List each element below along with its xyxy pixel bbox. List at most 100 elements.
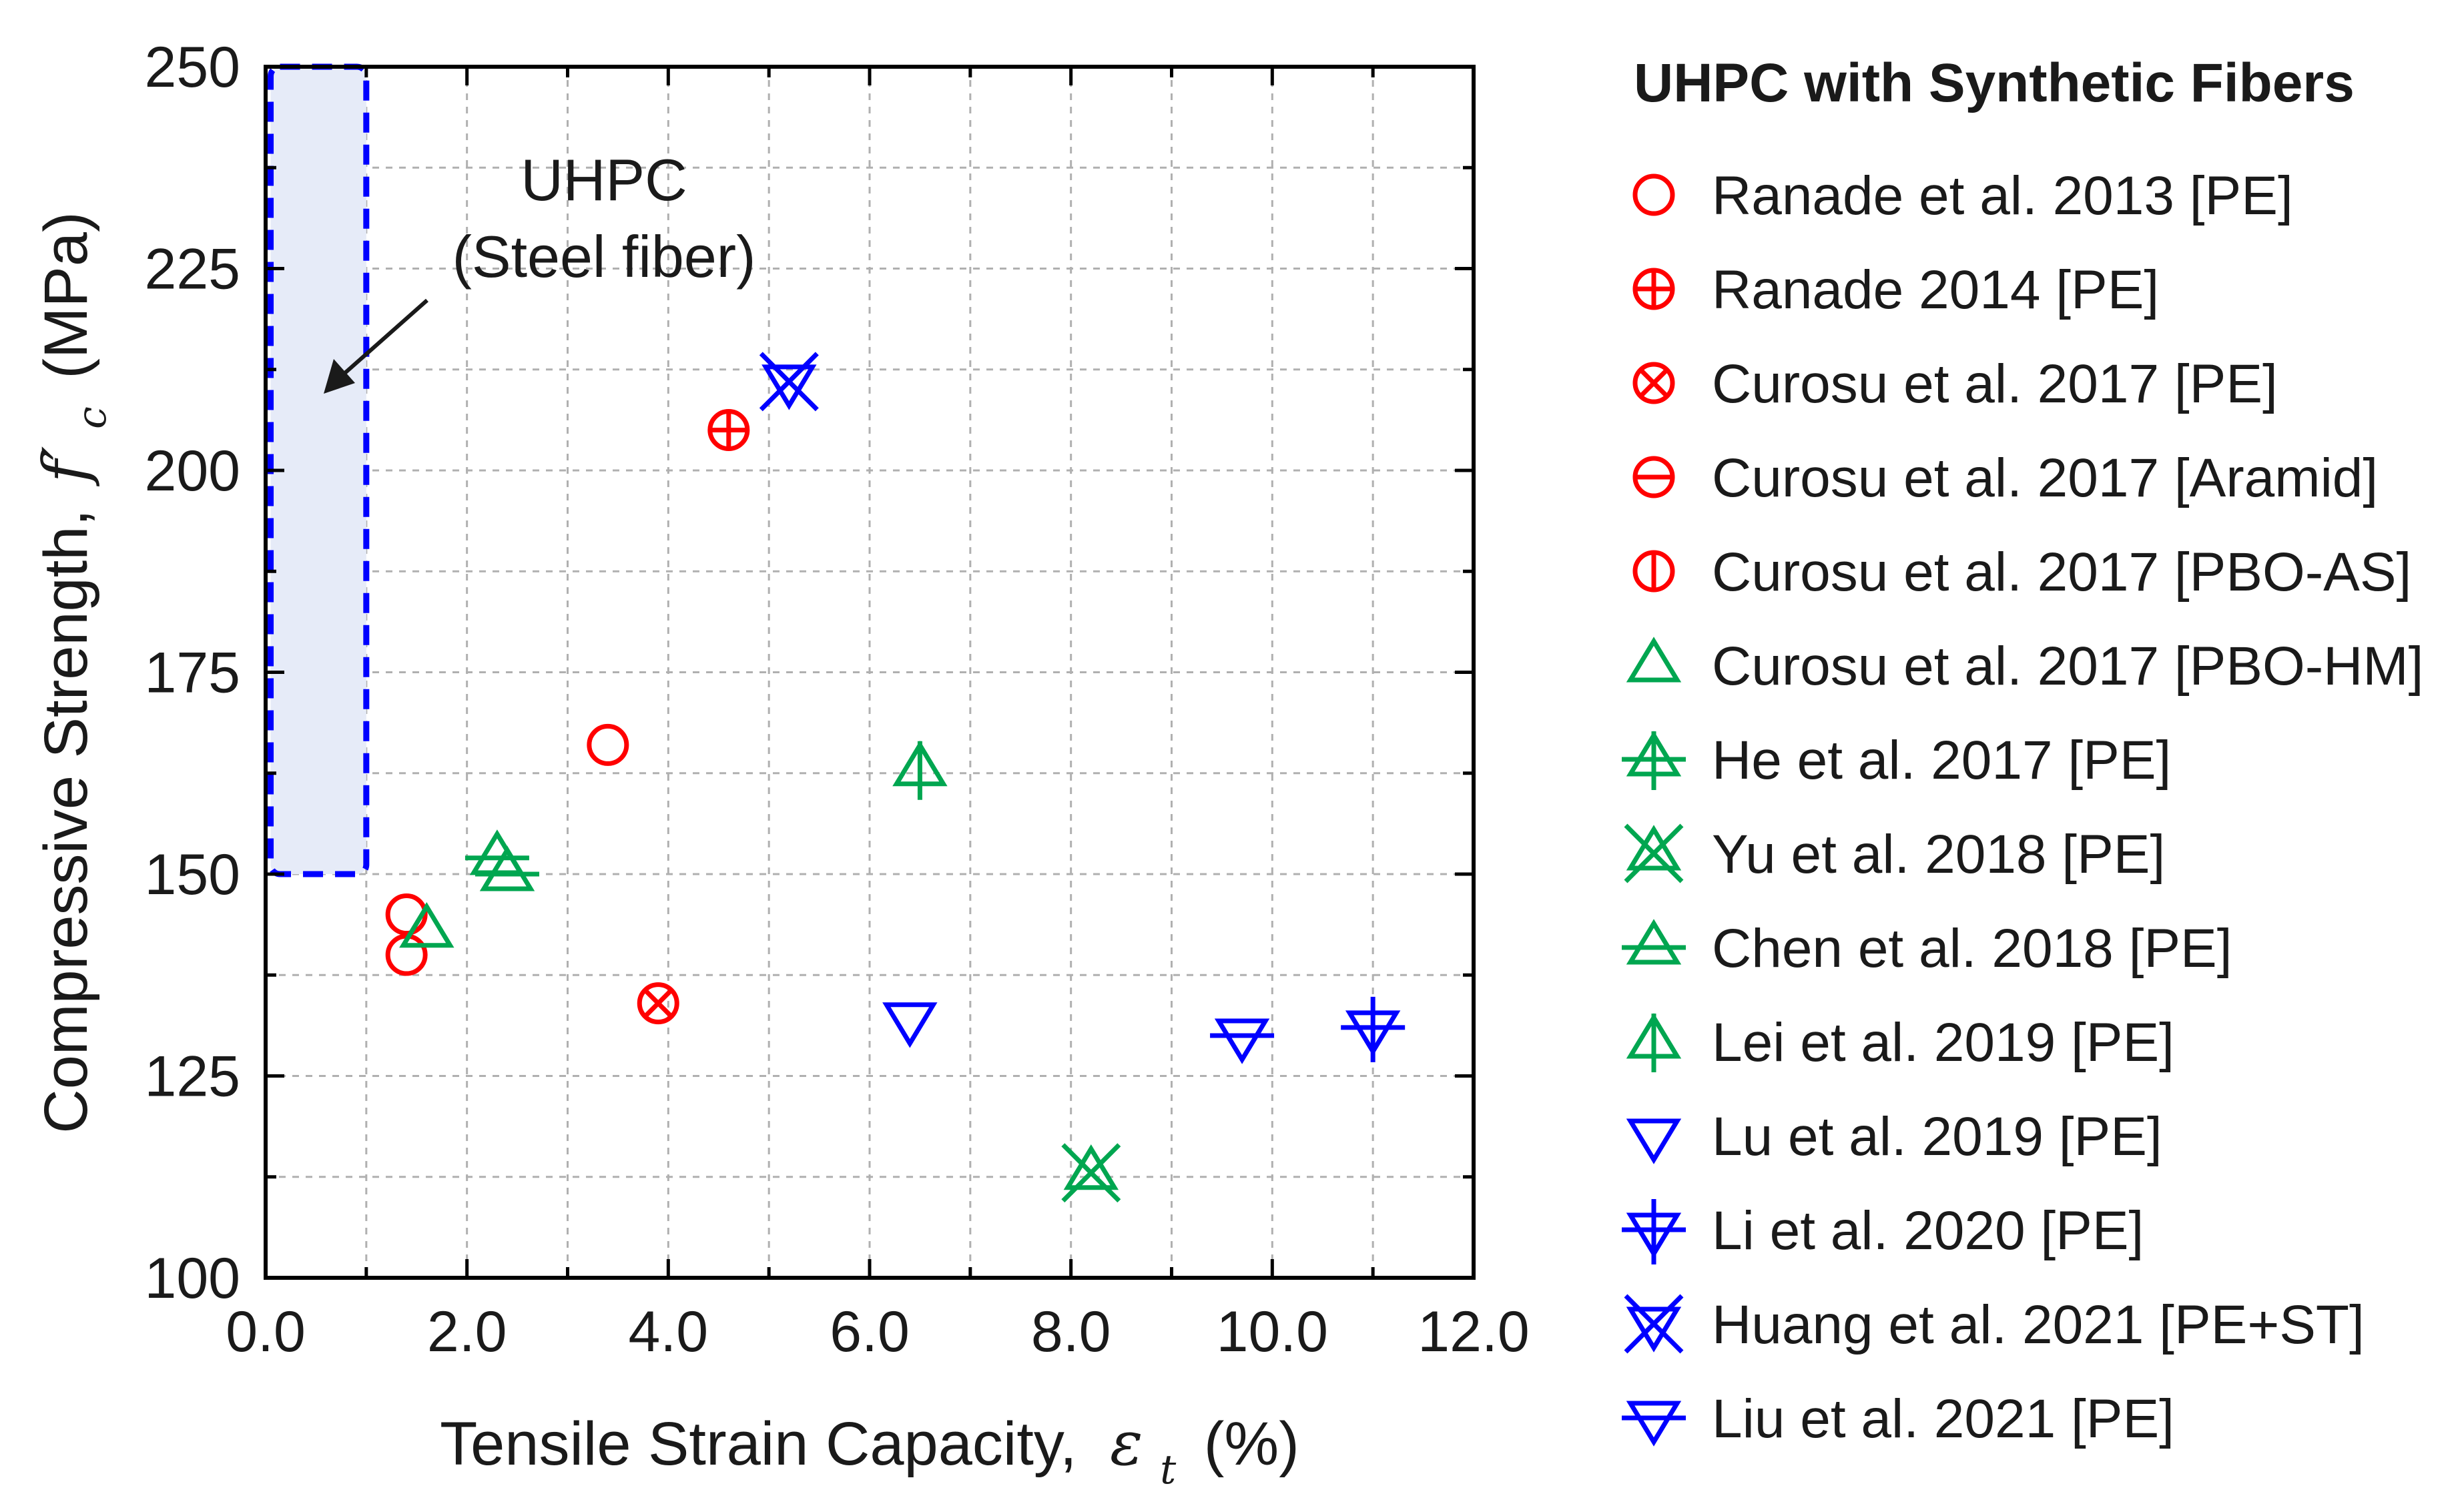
region-arrow-line bbox=[339, 298, 428, 379]
legend-label: Chen et al. 2018 [PE] bbox=[1712, 918, 2232, 979]
legend-item: Lei et al. 2019 [PE] bbox=[1626, 1012, 2174, 1073]
y-tick-label: 200 bbox=[145, 439, 241, 503]
legend-item: Huang et al. 2021 [PE+ST] bbox=[1624, 1294, 2365, 1355]
marker-shape bbox=[1626, 1118, 1682, 1164]
legend-marker bbox=[1632, 362, 1675, 404]
data-point bbox=[637, 982, 679, 1025]
marker-stroke bbox=[643, 988, 673, 1018]
data-point bbox=[882, 1002, 938, 1048]
plot-frame bbox=[264, 65, 1476, 1280]
x-tick-label: 12.0 bbox=[1418, 1300, 1529, 1364]
x-axis-title: Tensile Strain Capacity, ε t (%) bbox=[440, 1408, 1299, 1497]
legend-marker bbox=[1632, 268, 1675, 310]
y-axis-title-sub: c bbox=[69, 406, 115, 429]
x-axis-title-sub: t bbox=[1160, 1447, 1177, 1493]
marker-shape bbox=[1632, 362, 1675, 404]
data-point bbox=[759, 352, 819, 412]
x-tick-label: 4.0 bbox=[629, 1300, 709, 1364]
legend-label: Li et al. 2020 [PE] bbox=[1712, 1200, 2144, 1261]
legend-item: Ranade 2014 [PE] bbox=[1632, 260, 2159, 320]
data-point bbox=[1210, 1018, 1275, 1064]
legend-item: Yu et al. 2018 [PE] bbox=[1624, 823, 2165, 885]
legend-marker bbox=[1622, 1401, 1686, 1447]
legend-marker bbox=[1626, 637, 1682, 683]
legend-item: Curosu et al. 2017 [Aramid] bbox=[1632, 448, 2378, 508]
legend-label: Huang et al. 2021 [PE+ST] bbox=[1712, 1294, 2365, 1355]
legend-item: Ranade et al. 2013 [PE] bbox=[1632, 165, 2293, 226]
data-point bbox=[707, 409, 750, 451]
legend-marker bbox=[1626, 1013, 1682, 1072]
y-axis-title: Compressive Strength, f′ c (MPa) bbox=[30, 212, 119, 1133]
y-tick-label: 125 bbox=[145, 1045, 241, 1109]
legend-marker bbox=[1632, 456, 1675, 498]
region-label-line2: (Steel fiber) bbox=[452, 224, 756, 290]
x-tick-label: 10.0 bbox=[1217, 1300, 1328, 1364]
marker-shape bbox=[385, 893, 428, 935]
legend-marker bbox=[1632, 550, 1675, 593]
legend-label: Curosu et al. 2017 [PBO-HM] bbox=[1712, 636, 2423, 697]
y-axis-title-symbol: f′ bbox=[30, 446, 101, 486]
legend-label: Lu et al. 2019 [PE] bbox=[1712, 1106, 2162, 1167]
legend-marker bbox=[1622, 731, 1686, 790]
marker-shape bbox=[1632, 173, 1675, 216]
legend-marker bbox=[1624, 823, 1684, 883]
data-point bbox=[385, 893, 428, 935]
data-point bbox=[399, 901, 454, 948]
data-points bbox=[385, 352, 1406, 1203]
legend-item: Curosu et al. 2017 [PE] bbox=[1632, 354, 2278, 414]
data-point bbox=[1061, 1143, 1121, 1203]
data-point bbox=[475, 845, 539, 891]
legend-item: Curosu et al. 2017 [PBO-AS] bbox=[1632, 542, 2411, 603]
region-arrow-head bbox=[324, 359, 355, 394]
legend-label: Lei et al. 2019 [PE] bbox=[1712, 1012, 2174, 1073]
legend-label: Liu et al. 2021 [PE] bbox=[1712, 1389, 2174, 1449]
marker-shape bbox=[587, 723, 629, 766]
legend-label: Curosu et al. 2017 [PE] bbox=[1712, 354, 2278, 414]
marker-shape bbox=[1214, 1018, 1270, 1064]
legend-label: Ranade et al. 2013 [PE] bbox=[1712, 165, 2293, 226]
legend-item: Li et al. 2020 [PE] bbox=[1622, 1199, 2144, 1264]
marker-shape bbox=[399, 901, 454, 948]
legend-label: He et al. 2017 [PE] bbox=[1712, 730, 2171, 791]
legend-label: Ranade 2014 [PE] bbox=[1712, 260, 2159, 320]
marker-stroke bbox=[759, 352, 819, 412]
uhpc-steel-fiber-region bbox=[268, 63, 370, 877]
x-axis-title-text: Tensile Strain Capacity, bbox=[440, 1410, 1077, 1478]
marker-shape bbox=[1626, 1306, 1682, 1353]
legend-label: Curosu et al. 2017 [Aramid] bbox=[1712, 448, 2378, 508]
legend: Ranade et al. 2013 [PE] Ranade 2014 [PE] C… bbox=[1622, 165, 2423, 1449]
grid-lines bbox=[266, 67, 1474, 1278]
x-tick-label: 6.0 bbox=[830, 1300, 910, 1364]
marker-shape bbox=[1626, 825, 1682, 871]
y-axis-title-unit: (MPa) bbox=[32, 212, 100, 378]
y-tick-label: 100 bbox=[145, 1246, 241, 1310]
legend-label: Curosu et al. 2017 [PBO-AS] bbox=[1712, 542, 2411, 603]
marker-shape bbox=[637, 982, 679, 1025]
legend-marker bbox=[1626, 1118, 1682, 1164]
data-point bbox=[892, 740, 948, 800]
x-tick-label: 0.0 bbox=[226, 1300, 306, 1364]
legend-item: Curosu et al. 2017 [PBO-HM] bbox=[1626, 636, 2423, 697]
marker-shape bbox=[1063, 1144, 1119, 1190]
legend-item: Chen et al. 2018 [PE] bbox=[1622, 918, 2232, 979]
data-point bbox=[1341, 996, 1406, 1062]
marker-shape bbox=[1626, 919, 1682, 965]
tick-labels: 0.0 2.0 4.0 6.0 8.0 10.0 12.0 100 125 150 175 200 22… bbox=[145, 35, 1530, 1364]
y-tick-label: 175 bbox=[145, 641, 241, 705]
marker-shape bbox=[479, 845, 535, 891]
x-axis-title-unit: (%) bbox=[1204, 1410, 1299, 1478]
x-axis-title-symbol: ε bbox=[1110, 1408, 1143, 1479]
legend-item: Liu et al. 2021 [PE] bbox=[1622, 1389, 2174, 1449]
legend-item: He et al. 2017 [PE] bbox=[1622, 730, 2171, 791]
data-point bbox=[587, 723, 629, 766]
marker-shape bbox=[1626, 637, 1682, 683]
legend-marker bbox=[1624, 1294, 1684, 1354]
region-label-line1: UHPC bbox=[521, 147, 687, 213]
legend-marker bbox=[1632, 173, 1675, 216]
legend-marker bbox=[1622, 1199, 1686, 1264]
marker-shape bbox=[1626, 1401, 1682, 1447]
marker-stroke bbox=[1638, 368, 1669, 398]
y-axis-title-text: Compressive Strength, bbox=[32, 509, 100, 1134]
x-tick-label: 2.0 bbox=[427, 1300, 507, 1364]
